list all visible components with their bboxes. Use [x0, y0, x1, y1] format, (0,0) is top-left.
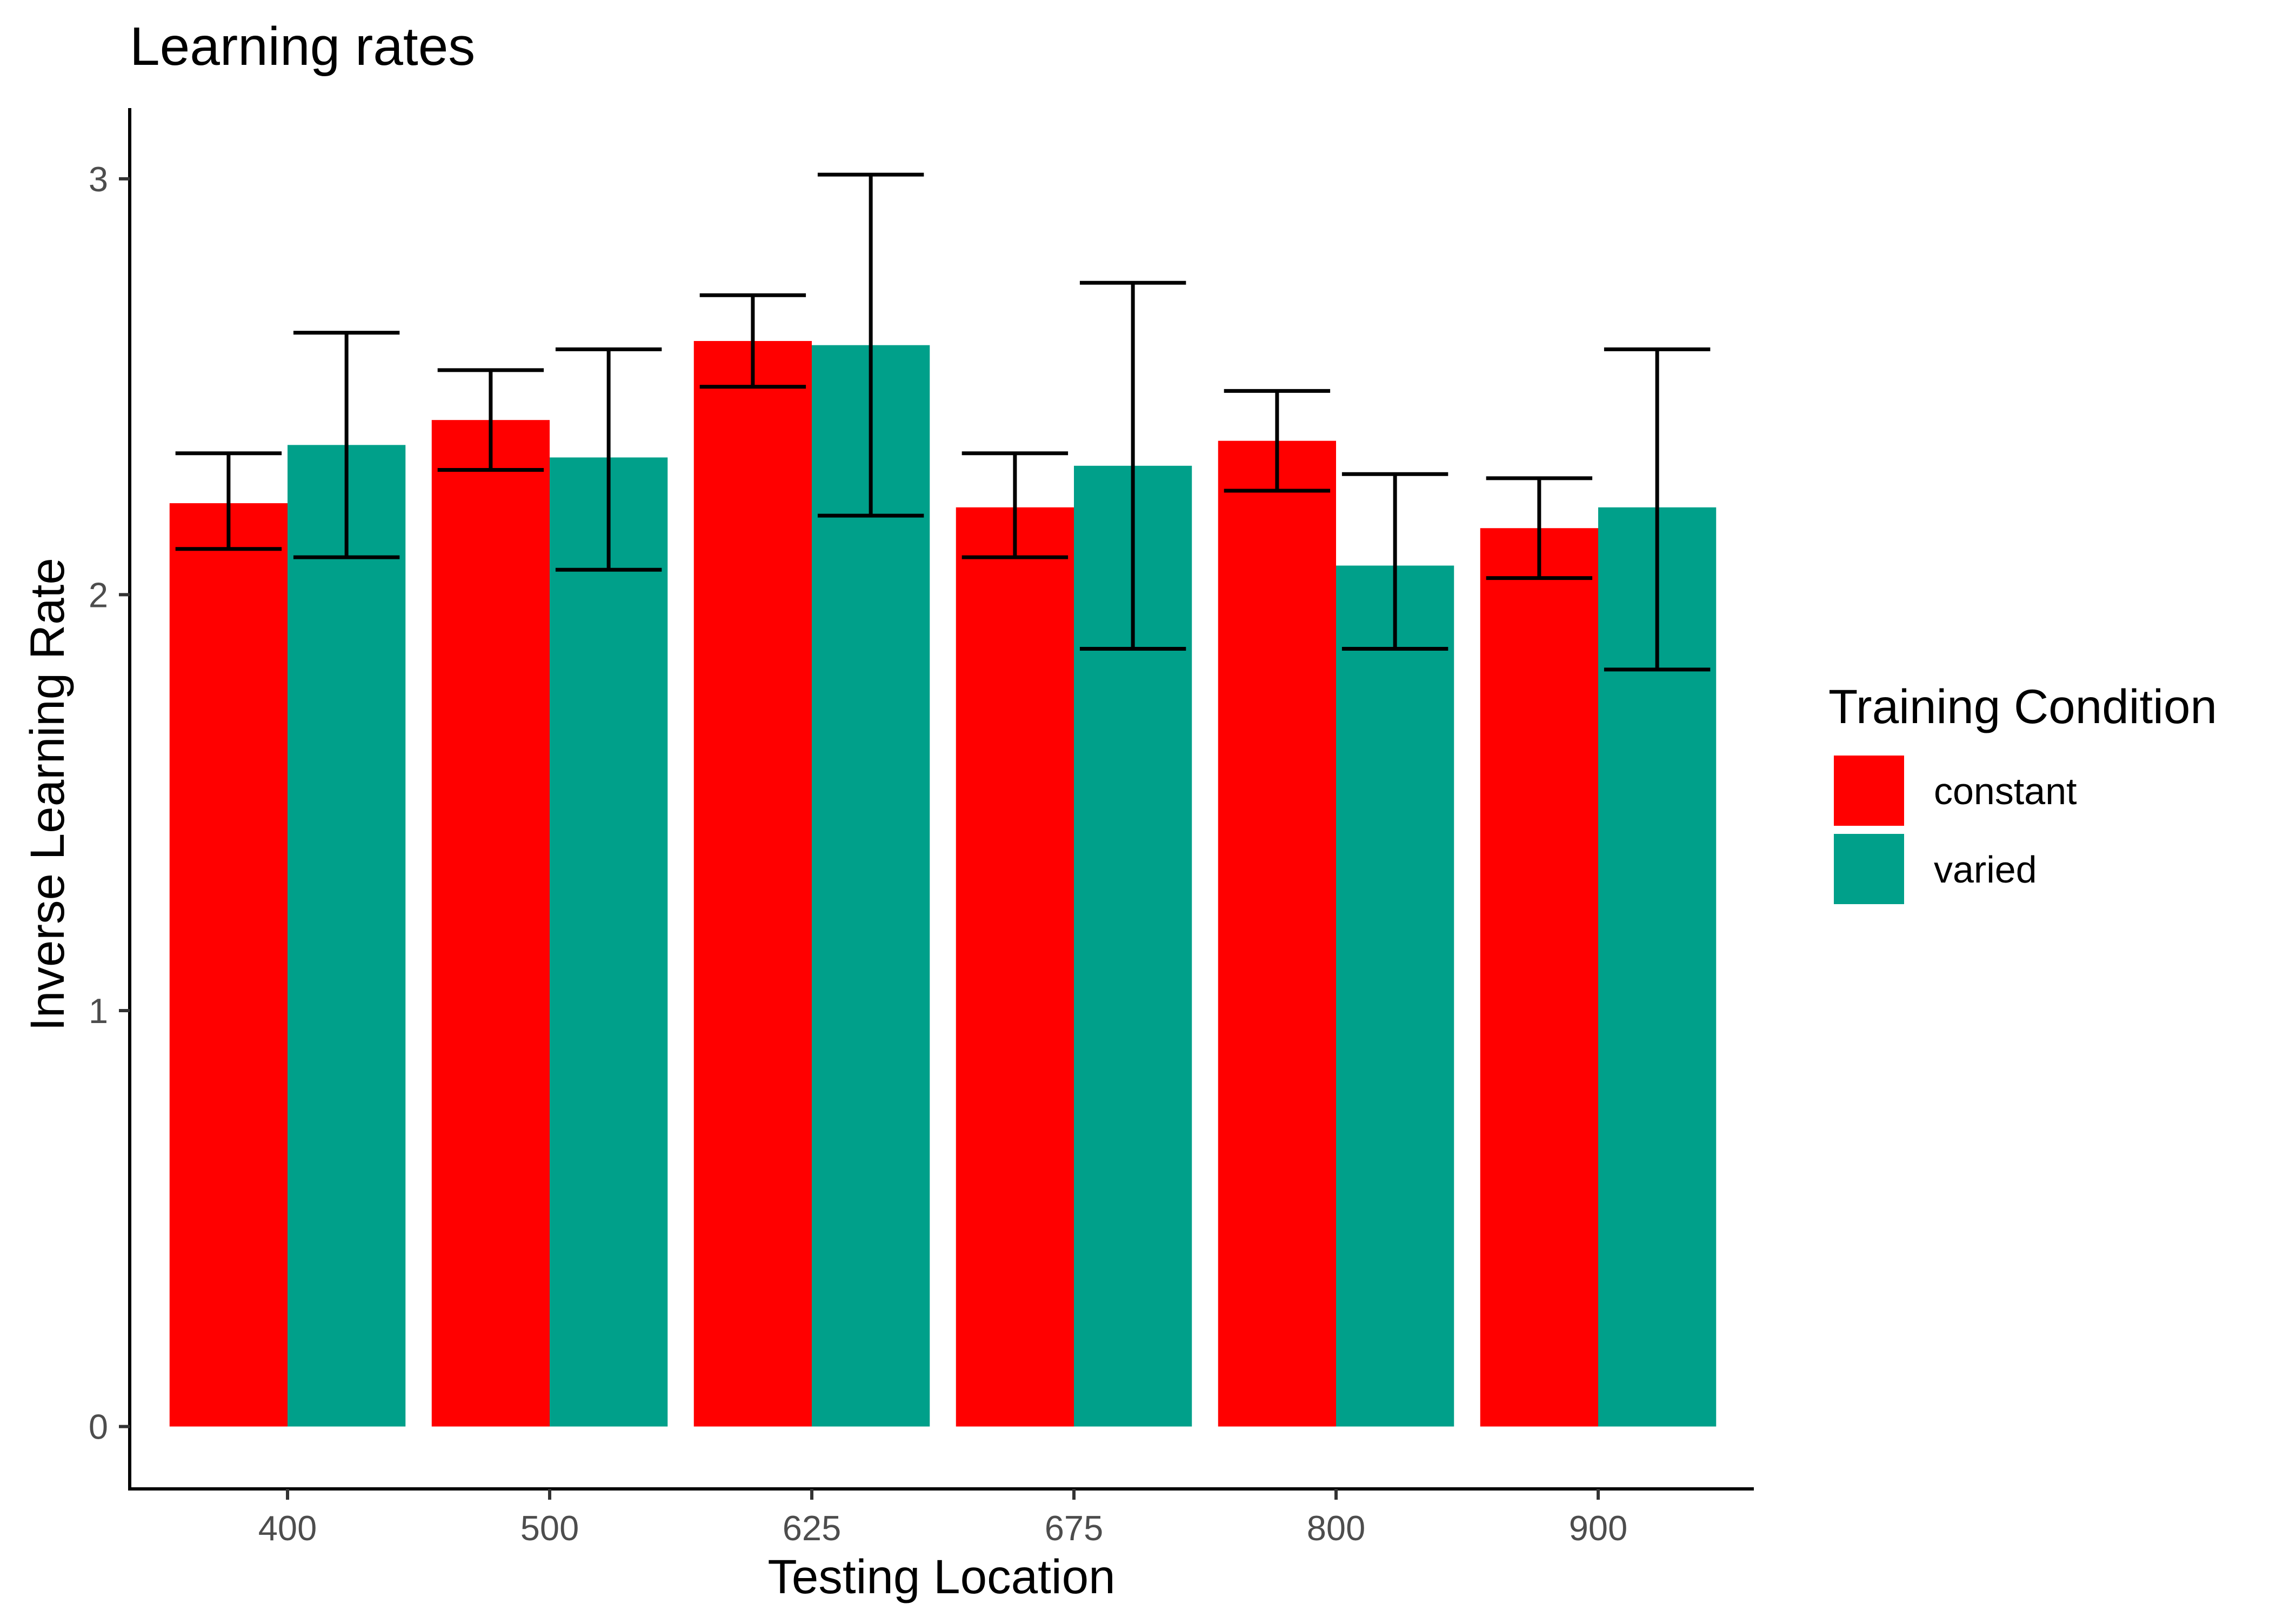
plot-area	[169, 172, 1717, 1427]
bar-constant-800	[1218, 440, 1336, 1427]
error-bar-constant-500	[437, 368, 544, 472]
error-bar-varied-500	[555, 347, 662, 572]
bar-constant-500	[431, 420, 550, 1427]
axes: 0 1 2 3 400 500 625 675 800 900	[89, 108, 1754, 1548]
y-tick-label-1: 1	[89, 991, 108, 1031]
legend-key-varied	[1834, 834, 1904, 904]
bar-varied-400	[288, 445, 406, 1427]
legend-title: Training Condition	[1828, 679, 2217, 733]
legend-key-constant	[1834, 756, 1904, 826]
bar-varied-800	[1336, 565, 1454, 1427]
error-bar-constant-900	[1486, 476, 1593, 580]
bar-constant-675	[956, 507, 1074, 1427]
error-bar-constant-400	[175, 451, 282, 551]
bar-varied-500	[550, 457, 668, 1427]
bar-constant-900	[1480, 528, 1598, 1427]
x-tick-label-400: 400	[258, 1508, 317, 1548]
x-axis-title: Testing Location	[767, 1549, 1115, 1603]
bar-varied-625	[812, 345, 930, 1427]
y-tick-label-3: 3	[89, 159, 108, 199]
error-bar-varied-900	[1604, 347, 1711, 672]
legend-label-varied: varied	[1934, 848, 2037, 891]
y-axis-title: Inverse Learning Rate	[20, 558, 74, 1031]
x-tick-label-625: 625	[783, 1508, 841, 1548]
legend: Training Condition constant varied	[1828, 679, 2217, 904]
chart-title: Learning rates	[130, 16, 475, 77]
error-bar-varied-675	[1079, 280, 1186, 651]
x-tick-label-800: 800	[1307, 1508, 1365, 1548]
bar-constant-400	[169, 503, 288, 1427]
error-bar-varied-800	[1341, 472, 1448, 651]
y-tick-label-2: 2	[89, 575, 108, 614]
y-tick-label-0: 0	[89, 1407, 108, 1447]
error-bar-varied-400	[293, 331, 400, 559]
bar-constant-625	[693, 340, 812, 1427]
x-tick-label-500: 500	[520, 1508, 579, 1548]
error-bar-varied-625	[817, 172, 924, 518]
x-tick-label-900: 900	[1569, 1508, 1627, 1548]
x-tick-label-675: 675	[1045, 1508, 1103, 1548]
error-bar-constant-625	[699, 293, 806, 389]
error-bar-constant-675	[962, 451, 1069, 559]
legend-label-constant: constant	[1934, 770, 2077, 812]
error-bar-constant-800	[1224, 389, 1331, 493]
